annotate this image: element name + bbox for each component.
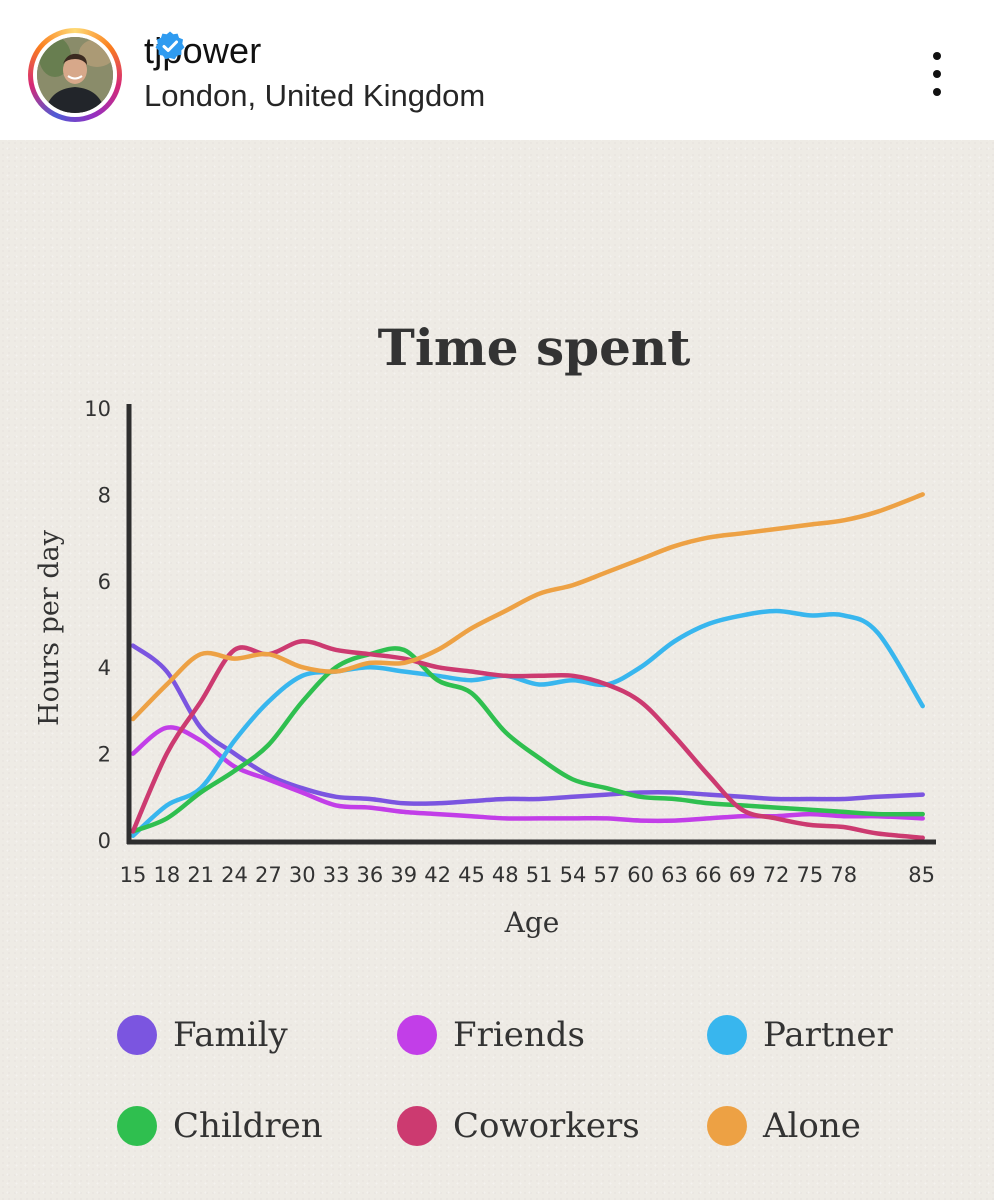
x-tick-label: 57 bbox=[593, 863, 620, 887]
x-tick-label: 63 bbox=[661, 863, 688, 887]
legend-label-coworkers: Coworkers bbox=[453, 1106, 640, 1146]
location-link[interactable]: London, United Kingdom bbox=[144, 78, 486, 113]
x-tick-label: 15 bbox=[120, 863, 147, 887]
series-line-partner bbox=[130, 608, 925, 838]
legend-item-children: Children bbox=[117, 1106, 323, 1146]
x-tick-label: 45 bbox=[458, 863, 485, 887]
y-tick-label: 0 bbox=[98, 829, 111, 853]
series-line-family bbox=[130, 643, 925, 806]
x-tick-label: 66 bbox=[695, 863, 722, 887]
x-tick-label: 21 bbox=[187, 863, 214, 887]
post-header: tjpower London, United Kingdom bbox=[0, 0, 994, 140]
legend-dot-alone bbox=[707, 1106, 747, 1146]
legend-dot-family bbox=[117, 1015, 157, 1055]
x-tick-label: 42 bbox=[424, 863, 451, 887]
x-tick-label: 48 bbox=[492, 863, 519, 887]
series-line-alone bbox=[130, 492, 925, 722]
x-tick-label: 51 bbox=[526, 863, 553, 887]
username-row: tjpower bbox=[144, 30, 261, 72]
x-tick-label: 36 bbox=[357, 863, 384, 887]
x-tick-label: 75 bbox=[797, 863, 824, 887]
avatar-image bbox=[37, 37, 113, 113]
y-axis-label: Hours per day bbox=[34, 529, 65, 726]
y-tick-label: 10 bbox=[84, 397, 111, 421]
x-tick-label: 78 bbox=[830, 863, 857, 887]
post-image: Time spent Hours per day Age 0 2 4 6 8 10 15 18… bbox=[0, 140, 994, 1200]
x-tick-label: 27 bbox=[255, 863, 282, 887]
legend-dot-children bbox=[117, 1106, 157, 1146]
legend-label-friends: Friends bbox=[453, 1015, 585, 1055]
legend-dot-coworkers bbox=[397, 1106, 437, 1146]
legend-dot-friends bbox=[397, 1015, 437, 1055]
x-tick-label: 39 bbox=[390, 863, 417, 887]
legend-label-children: Children bbox=[173, 1106, 323, 1146]
series-line-friends bbox=[130, 725, 925, 824]
x-axis-label: Age bbox=[504, 906, 560, 939]
y-tick-label: 8 bbox=[98, 483, 111, 507]
legend-label-partner: Partner bbox=[763, 1015, 893, 1055]
x-tick-label: 69 bbox=[729, 863, 756, 887]
y-tick-label: 4 bbox=[98, 656, 111, 680]
avatar-story-ring[interactable] bbox=[28, 28, 122, 122]
legend-item-alone: Alone bbox=[707, 1106, 861, 1146]
verified-badge-icon bbox=[155, 31, 185, 60]
legend-dot-partner bbox=[707, 1015, 747, 1055]
x-tick-label: 24 bbox=[221, 863, 248, 887]
avatar[interactable] bbox=[37, 37, 113, 113]
x-tick-label: 54 bbox=[560, 863, 587, 887]
x-tick-label: 30 bbox=[289, 863, 316, 887]
x-tick-label: 33 bbox=[323, 863, 350, 887]
more-vertical-icon[interactable] bbox=[920, 52, 954, 96]
y-tick-label: 2 bbox=[98, 743, 111, 767]
series-line-children bbox=[130, 646, 925, 834]
x-tick-label: 85 bbox=[908, 863, 935, 887]
chart-title: Time spent bbox=[378, 318, 691, 377]
x-tick-label: 72 bbox=[763, 863, 790, 887]
x-tick-label: 18 bbox=[153, 863, 180, 887]
y-tick-label: 6 bbox=[98, 570, 111, 594]
legend-item-partner: Partner bbox=[707, 1015, 893, 1055]
legend-item-coworkers: Coworkers bbox=[397, 1106, 640, 1146]
legend-item-family: Family bbox=[117, 1015, 288, 1055]
x-tick-label: 60 bbox=[627, 863, 654, 887]
legend-label-family: Family bbox=[173, 1015, 288, 1055]
legend-item-friends: Friends bbox=[397, 1015, 585, 1055]
legend-label-alone: Alone bbox=[763, 1106, 861, 1146]
